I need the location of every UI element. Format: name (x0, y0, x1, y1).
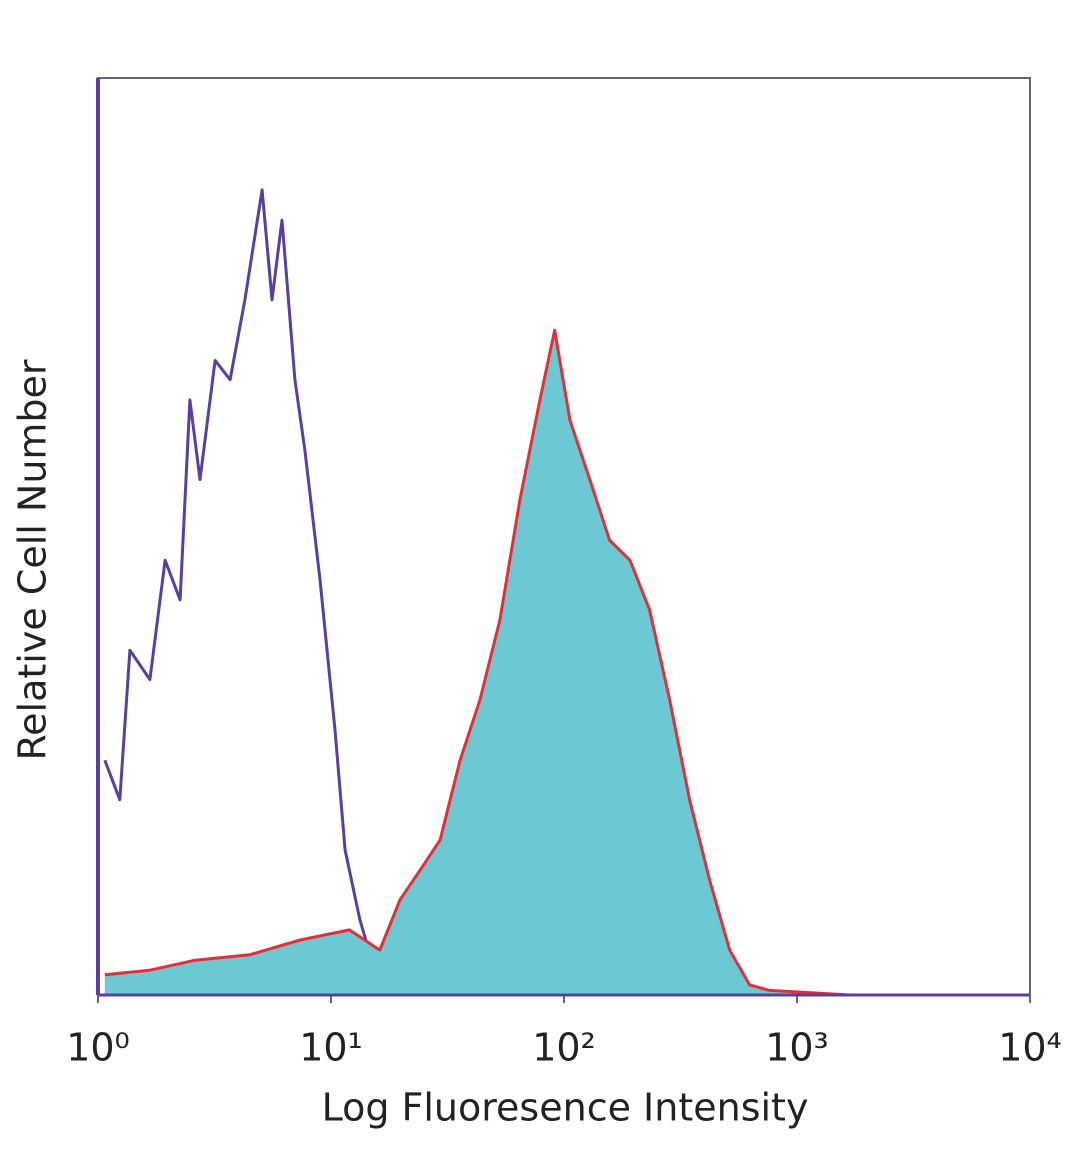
y-axis-label: Relative Cell Number (11, 359, 55, 760)
x-tick-label: 10⁴ (998, 1026, 1062, 1070)
x-tick-label: 10¹ (299, 1026, 363, 1070)
x-tick-label: 10⁰ (66, 1026, 130, 1070)
histogram-line (104, 328, 1030, 997)
x-tick-label: 10² (532, 1026, 596, 1070)
histogram-line (103, 188, 1030, 997)
x-axis-label: Log Fluoresence Intensity (322, 1086, 809, 1130)
histogram-area (104, 330, 1031, 995)
x-tick-label: 10³ (765, 1026, 829, 1070)
